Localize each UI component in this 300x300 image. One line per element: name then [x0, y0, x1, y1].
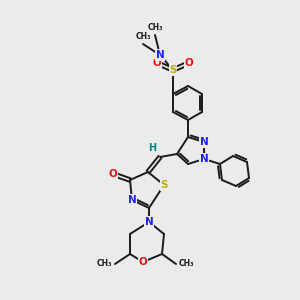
Text: CH₃: CH₃ [179, 260, 194, 268]
Text: S: S [160, 180, 168, 190]
Text: N: N [145, 217, 153, 227]
Text: CH₃: CH₃ [135, 32, 151, 41]
Text: O: O [139, 257, 147, 267]
Text: N: N [200, 137, 208, 147]
Text: S: S [169, 65, 177, 75]
Text: H: H [148, 143, 156, 153]
Text: O: O [109, 169, 117, 179]
Text: O: O [184, 58, 194, 68]
Text: N: N [200, 154, 208, 164]
Text: CH₃: CH₃ [147, 23, 163, 32]
Text: O: O [153, 58, 161, 68]
Text: N: N [156, 50, 164, 60]
Text: N: N [128, 195, 136, 205]
Text: CH₃: CH₃ [97, 260, 112, 268]
